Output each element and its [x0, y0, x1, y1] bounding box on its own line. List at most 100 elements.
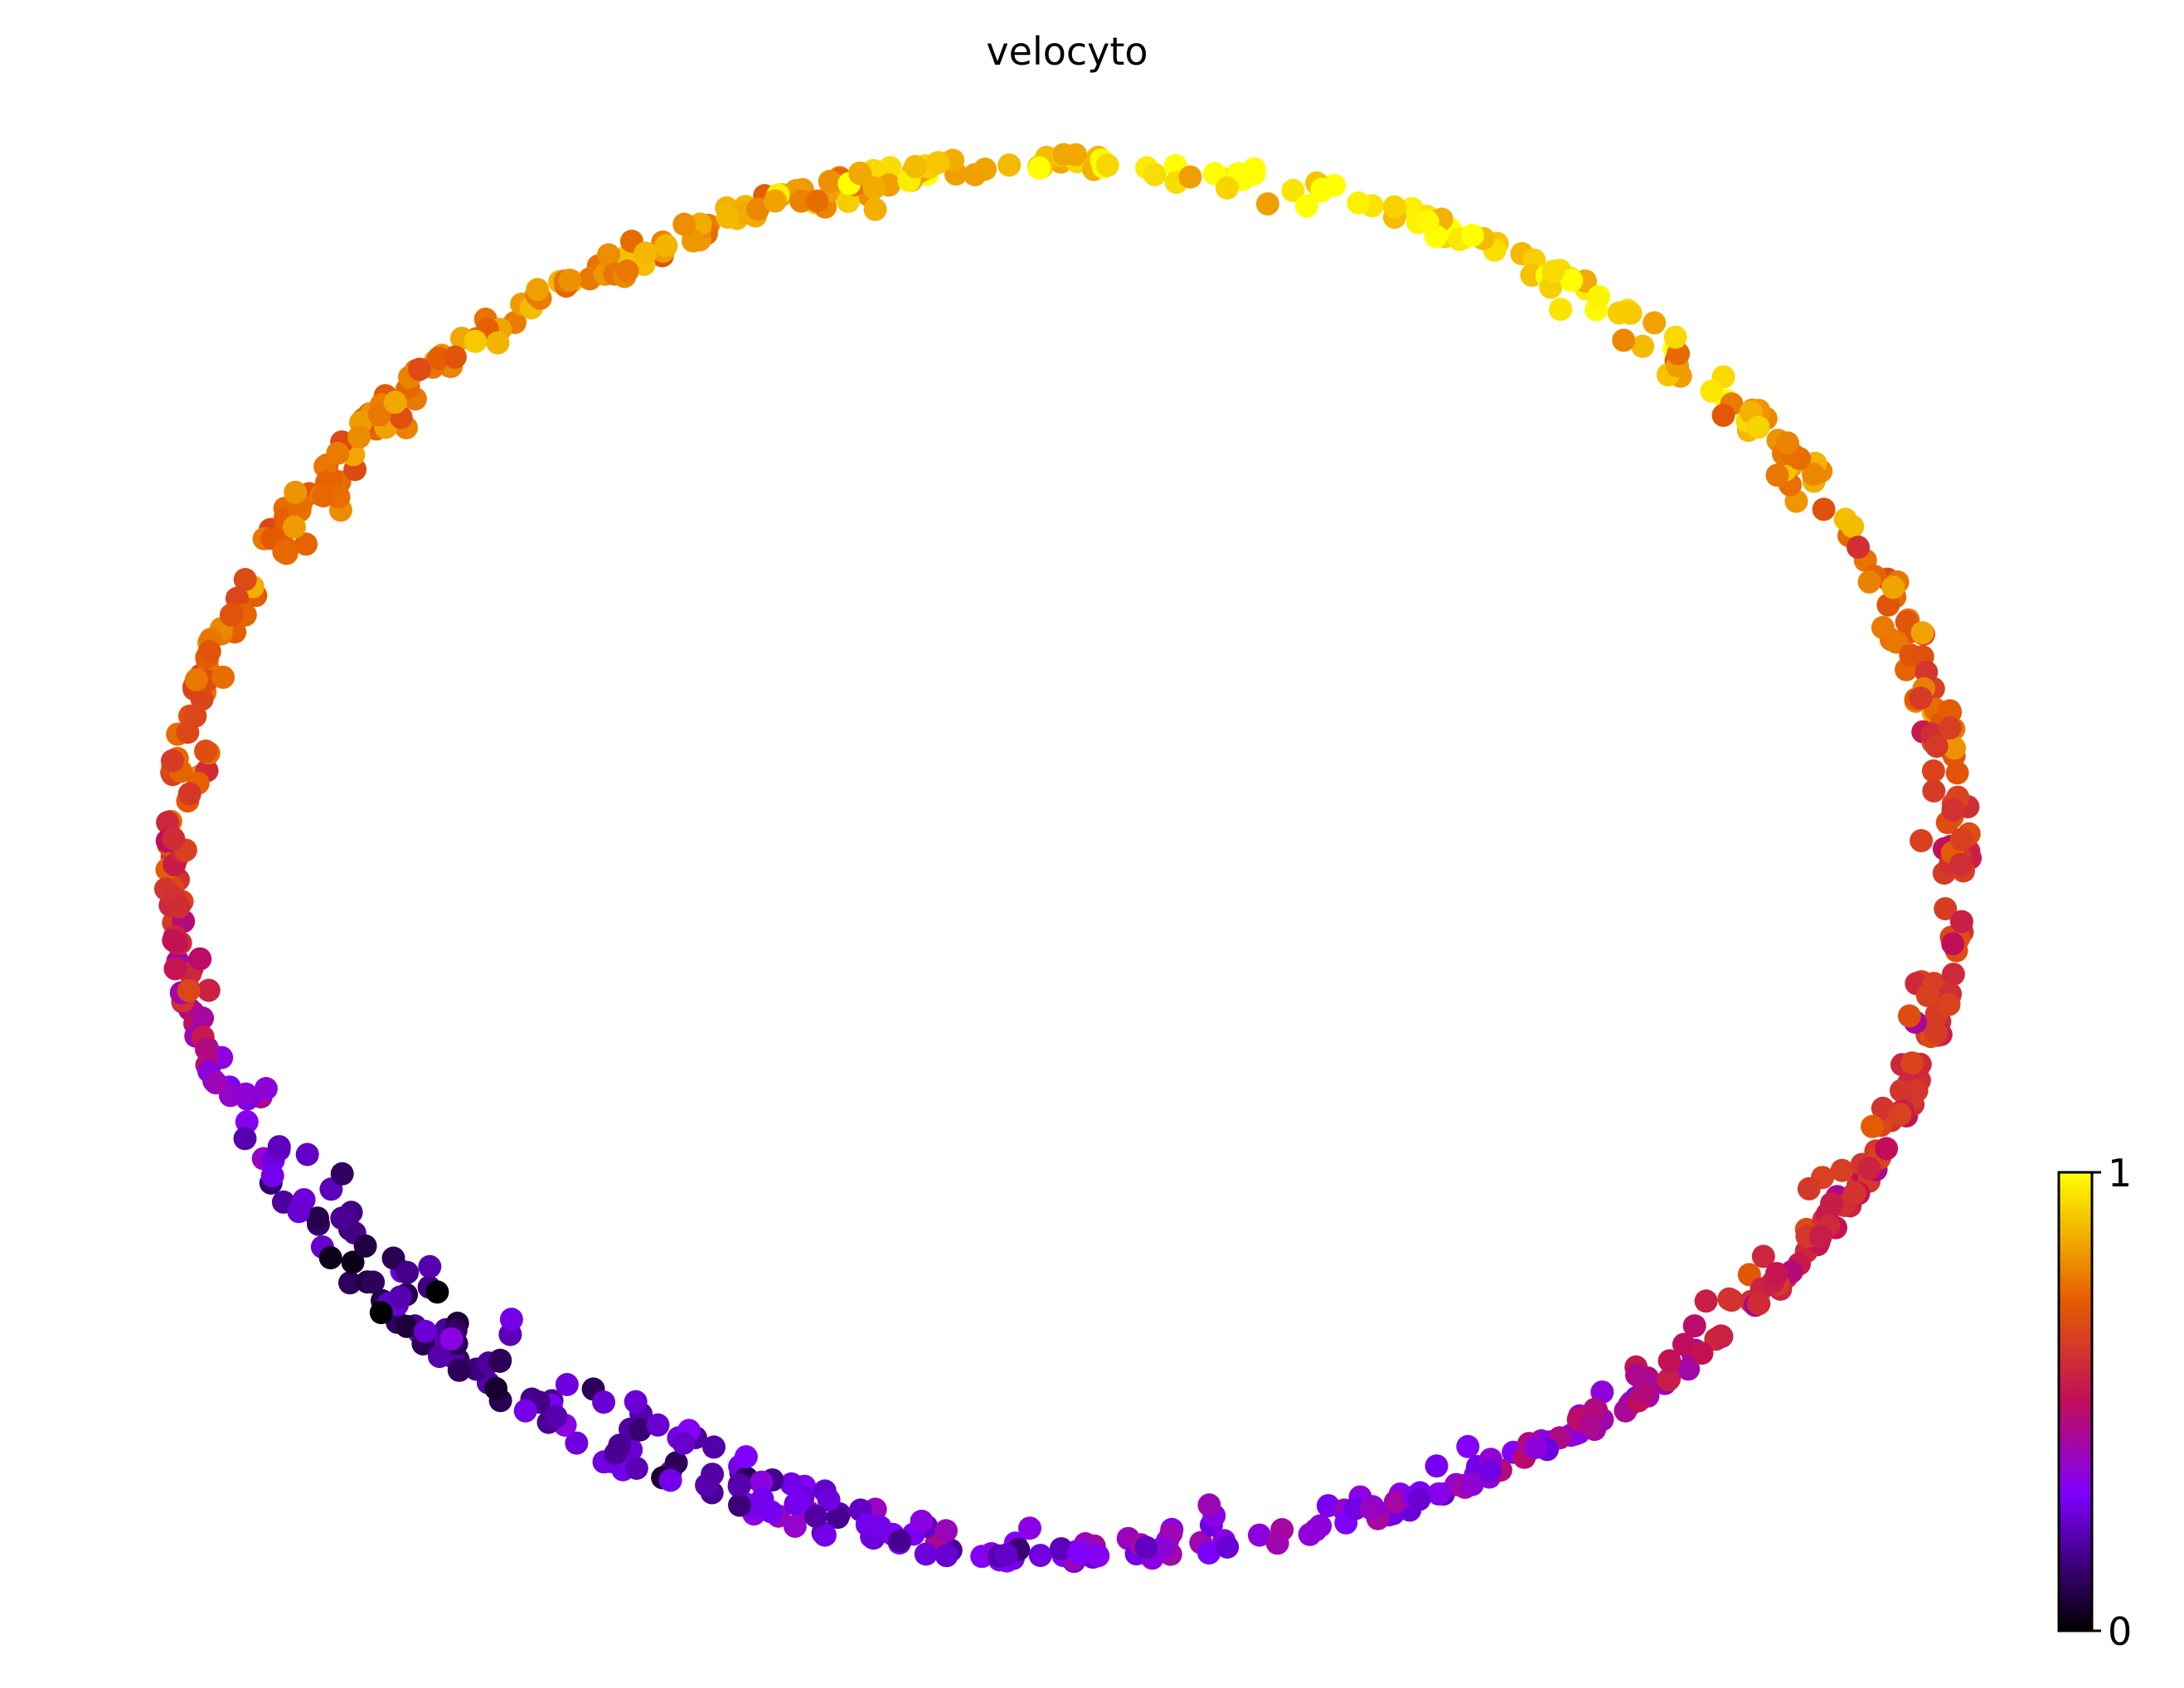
- scatter-point: [1909, 686, 1933, 710]
- scatter-point: [787, 1490, 811, 1514]
- scatter-point: [484, 1376, 508, 1400]
- scatter-point: [1383, 1490, 1407, 1514]
- scatter-point: [701, 1462, 725, 1487]
- scatter-point: [1949, 909, 1973, 934]
- scatter-point: [963, 162, 987, 187]
- scatter-point: [658, 1468, 682, 1492]
- scatter-point: [233, 1127, 257, 1151]
- scatter-point: [1924, 1021, 1948, 1045]
- scatter-point: [1242, 157, 1266, 181]
- scatter-point: [597, 243, 620, 267]
- scatter-point: [195, 1037, 218, 1061]
- scatter-point: [1579, 1414, 1603, 1438]
- scatter-point: [646, 1413, 670, 1437]
- scatter-point: [1197, 1541, 1221, 1565]
- scatter-point: [1700, 379, 1724, 403]
- scatter-point: [1631, 334, 1655, 358]
- scatter-point: [1682, 1314, 1706, 1338]
- scatter-point: [1663, 325, 1687, 349]
- scatter-point: [848, 162, 872, 186]
- scatter-point: [488, 1350, 512, 1373]
- scatter-point: [1255, 192, 1279, 216]
- scatter-point: [1347, 191, 1371, 215]
- scatter-point: [1934, 897, 1958, 921]
- scatter-point: [267, 1135, 291, 1159]
- scatter-point: [1900, 1051, 1924, 1075]
- scatter-point: [910, 1509, 934, 1533]
- scatter-point: [1921, 759, 1945, 783]
- scatter-point: [1067, 1541, 1091, 1565]
- scatter-point: [1764, 1262, 1788, 1286]
- scatter-point: [1310, 177, 1334, 201]
- scatter-point: [1938, 699, 1962, 723]
- scatter-point: [1541, 260, 1565, 284]
- scatter-point: [1028, 1544, 1052, 1568]
- scatter-point: [1812, 497, 1836, 521]
- scatter-point: [513, 1399, 537, 1423]
- scatter-point: [1359, 1496, 1383, 1521]
- scatter-point: [447, 1358, 471, 1382]
- scatter-point: [746, 197, 770, 221]
- scatter-point: [1876, 593, 1900, 617]
- scatter-point: [1746, 415, 1770, 439]
- scatter-point: [1018, 1516, 1041, 1540]
- scatter-point: [1625, 1363, 1648, 1387]
- scatter-point: [162, 929, 186, 953]
- scatter-point: [312, 484, 336, 508]
- scatter-point: [1797, 1176, 1821, 1201]
- scatter-point: [926, 151, 950, 175]
- scatter-point: [1415, 210, 1439, 234]
- scatter-point: [194, 740, 217, 763]
- scatter-point: [1857, 1157, 1881, 1181]
- scatter-point: [1424, 1454, 1449, 1478]
- scatter-point: [1765, 463, 1789, 487]
- scatter-point: [1922, 779, 1946, 803]
- scatter-point: [1841, 515, 1865, 538]
- scatter-point: [1151, 1535, 1175, 1559]
- scatter-point: [1720, 1288, 1744, 1312]
- scatter-point: [499, 1307, 523, 1331]
- scatter-point: [396, 1260, 420, 1284]
- scatter-point: [1086, 1544, 1110, 1568]
- scatter-point: [330, 1162, 354, 1186]
- scatter-point: [1632, 1381, 1656, 1405]
- scatter-point: [1945, 761, 1969, 785]
- scatter-point: [1857, 570, 1881, 594]
- scatter-point: [672, 1431, 696, 1455]
- scatter-point: [388, 1285, 412, 1309]
- scatter-point: [272, 540, 296, 564]
- scatter-point: [1861, 1114, 1885, 1138]
- scatter-point: [1460, 223, 1484, 247]
- scatter-point: [439, 1327, 463, 1351]
- scatter-point: [1298, 1522, 1322, 1546]
- scatter-point: [804, 1504, 827, 1528]
- scatter-point: [1941, 963, 1965, 987]
- scatter-point: [1711, 403, 1735, 427]
- scatter-point: [1747, 1292, 1771, 1316]
- scatter-point: [338, 1271, 362, 1295]
- scatter-point: [1924, 735, 1949, 759]
- scatter-point: [1937, 992, 1961, 1016]
- scatter-point: [191, 1006, 215, 1030]
- scatter-point: [1690, 1341, 1714, 1365]
- scatter-point: [1775, 431, 1799, 455]
- scatter-point: [1910, 621, 1934, 645]
- scatter-point: [1941, 798, 1965, 822]
- scatter-point: [789, 189, 813, 213]
- scatter-point: [395, 1314, 419, 1338]
- scatter-point: [1950, 827, 1973, 851]
- scatter-point: [235, 1110, 259, 1134]
- scatter-point: [1095, 153, 1119, 177]
- scatter-point: [615, 260, 639, 283]
- scatter-point: [1216, 1535, 1240, 1559]
- scatter-point: [868, 1515, 892, 1539]
- scatter-point: [1197, 1493, 1221, 1517]
- scatter-point: [1382, 195, 1406, 219]
- scatter-point: [362, 1270, 386, 1294]
- scatter-point: [160, 749, 184, 773]
- scatter-point: [779, 1472, 803, 1496]
- scatter-point: [1051, 143, 1075, 167]
- scatter-point: [418, 1254, 442, 1278]
- scatter-point: [1751, 1244, 1775, 1268]
- scatter-point: [1178, 165, 1202, 189]
